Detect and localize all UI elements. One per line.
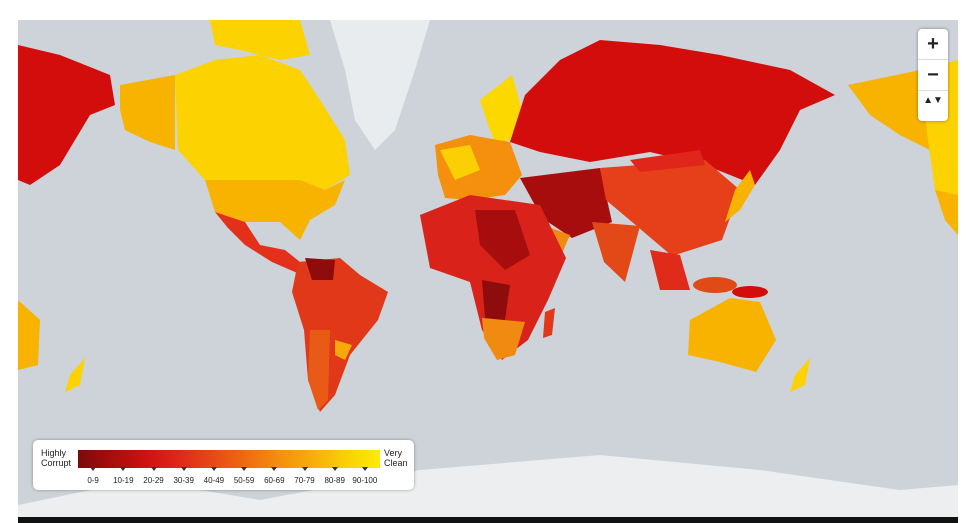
country	[210, 20, 310, 60]
country	[482, 280, 510, 320]
legend-high-label: Very Clean	[384, 448, 408, 468]
country	[335, 340, 352, 360]
legend-tick	[271, 467, 278, 471]
country	[848, 70, 930, 150]
country	[215, 212, 308, 278]
country	[650, 250, 690, 290]
legend-tick	[90, 467, 97, 471]
country	[18, 300, 40, 370]
legend-tick	[241, 467, 248, 471]
country	[935, 190, 958, 235]
legend-bin-label: 70-79	[294, 476, 315, 485]
legend-bin-label: 30-39	[173, 476, 194, 485]
country	[65, 358, 85, 392]
country	[120, 75, 175, 150]
country	[18, 45, 115, 185]
zoom-out-button[interactable]: −	[918, 60, 948, 91]
country	[592, 222, 640, 282]
legend-bin-label: 10-19	[113, 476, 134, 485]
greenland	[330, 20, 430, 150]
country	[790, 358, 810, 392]
country	[475, 210, 530, 270]
country	[630, 150, 705, 172]
country	[308, 330, 330, 410]
legend-tick	[150, 467, 157, 471]
country	[600, 160, 740, 256]
country	[688, 298, 776, 372]
legend-bin-label: 80-89	[324, 476, 345, 485]
country	[420, 195, 566, 360]
antarctica	[18, 455, 958, 520]
legend-bin-label: 50-59	[233, 476, 255, 485]
legend-bin-label: 0-9	[87, 476, 99, 485]
country	[510, 40, 835, 185]
legend-bin-label: 40-49	[203, 476, 225, 485]
legend-tick	[120, 467, 127, 471]
country	[725, 170, 755, 222]
legend-tick	[210, 467, 217, 471]
legend: Highly Corrupt Very Clean 0-9 10-19 20-29 3…	[33, 440, 414, 490]
country	[175, 55, 350, 190]
country	[520, 168, 612, 238]
legend-low-label: Highly Corrupt	[41, 448, 72, 468]
legend-bin-label: 20-29	[143, 476, 164, 485]
legend-gradient	[78, 450, 380, 468]
zoom-in-button[interactable]: +	[918, 29, 948, 60]
country	[440, 145, 480, 180]
country	[693, 277, 737, 293]
legend-bin-label: 60-69	[264, 476, 285, 485]
country	[305, 258, 335, 280]
legend-tick	[180, 467, 187, 471]
legend-bin-label: 90-100	[352, 476, 378, 485]
map-controls: + − ▲▼	[918, 29, 948, 121]
country	[732, 286, 768, 298]
country	[543, 308, 555, 338]
country	[482, 318, 525, 360]
compass-button[interactable]: ▲▼	[923, 95, 943, 106]
legend-tick	[331, 467, 338, 471]
legend-tick	[361, 467, 368, 471]
country	[480, 75, 522, 142]
country	[205, 180, 345, 240]
legend-tick	[301, 467, 308, 471]
bottom-bar	[18, 517, 958, 523]
